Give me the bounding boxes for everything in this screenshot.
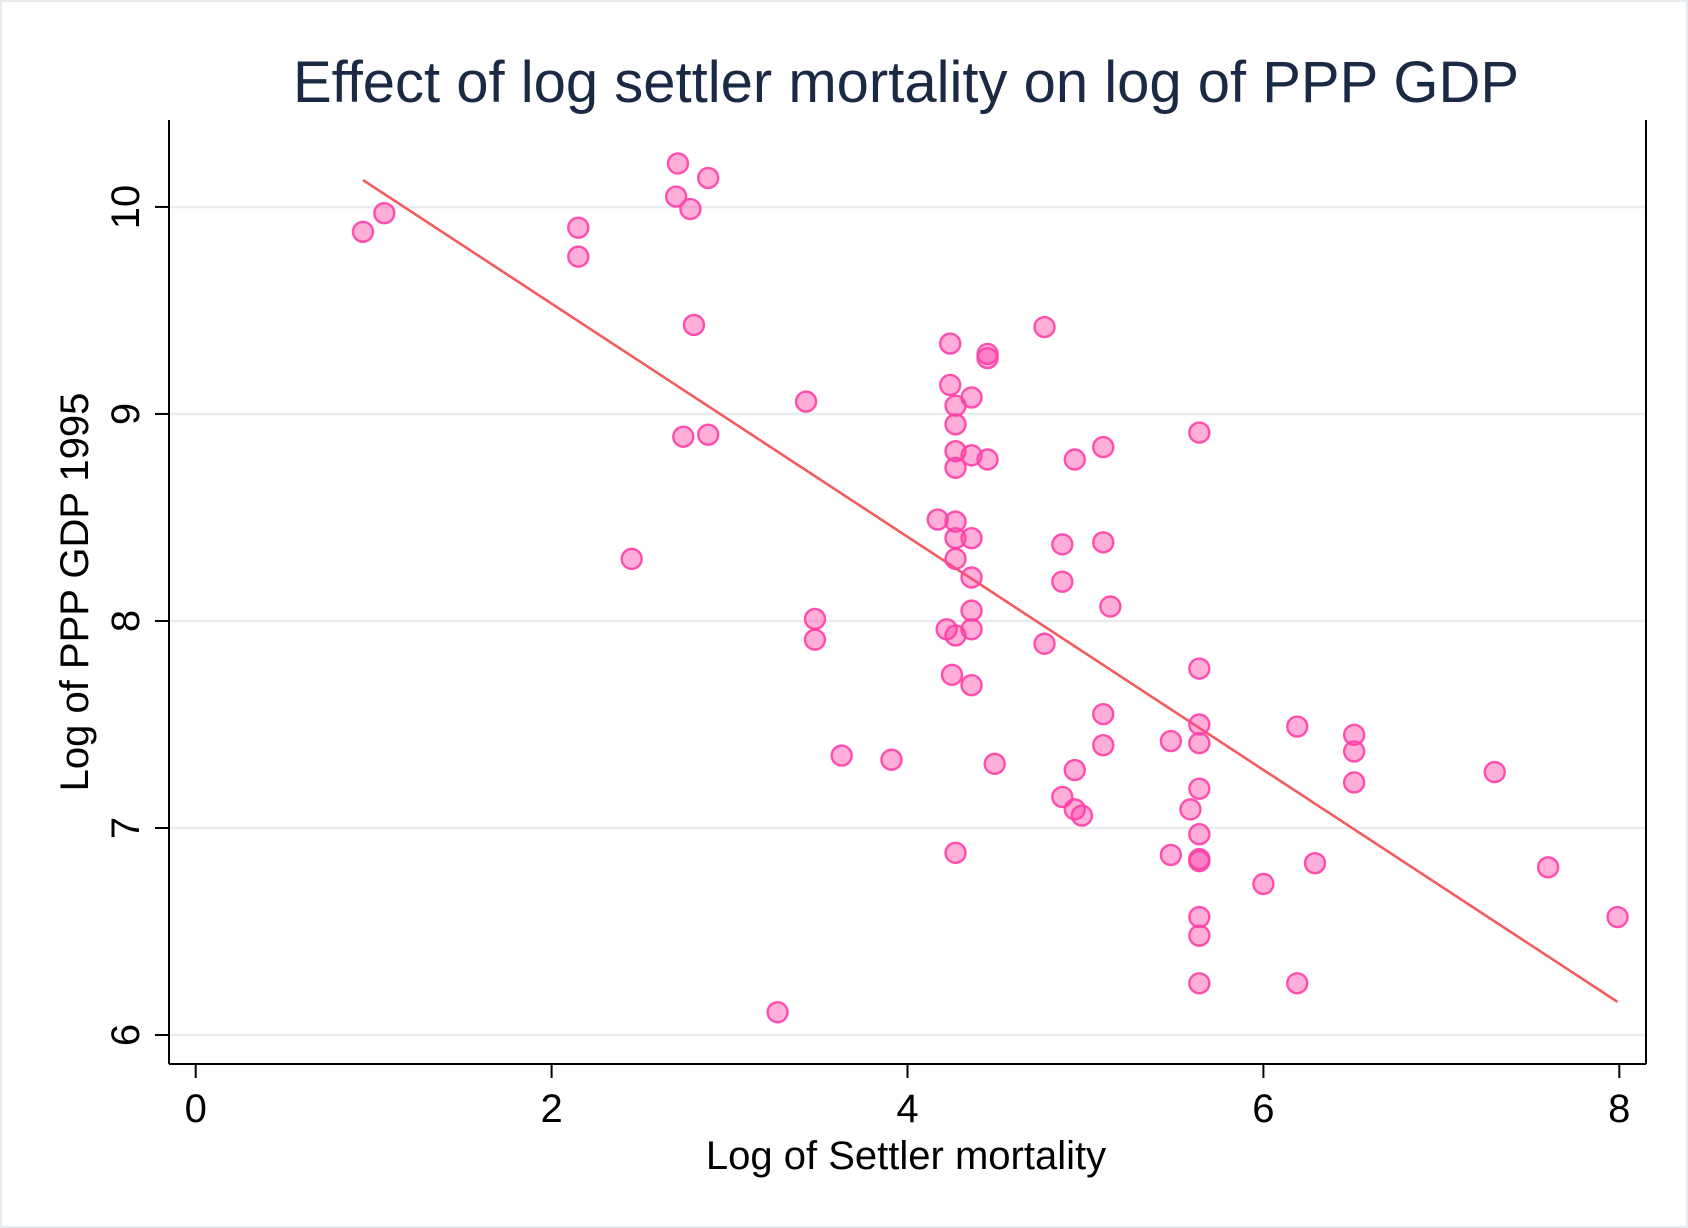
axes — [168, 120, 1647, 1065]
y-ticks: 6 7 8 9 10 — [104, 185, 169, 1046]
x-tick-label: 8 — [1608, 1087, 1630, 1131]
data-point — [1188, 713, 1211, 736]
data-point — [939, 332, 962, 355]
data-point — [1063, 448, 1086, 471]
data-point — [1159, 729, 1183, 753]
x-tick-label: 2 — [540, 1087, 562, 1131]
data-point — [567, 245, 590, 268]
y-tick-label: 10 — [104, 185, 148, 230]
x-tick-label: 4 — [896, 1087, 918, 1131]
data-point — [960, 599, 983, 622]
data-point — [1051, 570, 1074, 593]
data-point — [766, 1001, 789, 1024]
data-point — [1070, 804, 1094, 827]
y-tick-label: 6 — [104, 1024, 148, 1046]
data-point — [960, 386, 983, 409]
data-point — [1286, 715, 1309, 738]
data-point — [1286, 972, 1309, 995]
data-point — [1179, 798, 1202, 821]
data-point — [1342, 740, 1366, 763]
data-point — [803, 628, 827, 651]
data-point — [1483, 760, 1506, 784]
data-point — [944, 510, 967, 533]
data-point — [567, 216, 590, 239]
data-point — [1159, 843, 1183, 867]
data-point — [944, 456, 967, 479]
data-point — [1188, 924, 1211, 947]
data-point — [1188, 972, 1211, 995]
y-axis-label: Log of PPP GDP 1995 — [53, 393, 97, 792]
data-point — [944, 841, 967, 865]
y-tick-label: 7 — [104, 817, 148, 839]
data-point — [803, 607, 827, 631]
data-point — [794, 390, 818, 413]
data-point — [1092, 702, 1115, 726]
data-point — [1606, 905, 1629, 929]
chart-title: Effect of log settler mortality on log o… — [293, 50, 1519, 115]
data-point — [373, 201, 396, 225]
data-point — [672, 425, 695, 448]
data-point — [944, 547, 967, 571]
data-point — [1188, 731, 1211, 755]
fit-line-layer — [362, 178, 1619, 1003]
data-point — [940, 663, 964, 687]
data-point — [620, 547, 643, 571]
data-point — [1188, 823, 1211, 846]
data-point — [1099, 595, 1122, 618]
x-ticks: 0 2 4 6 8 — [185, 1064, 1630, 1131]
data-point — [960, 526, 983, 550]
data-point — [1063, 758, 1086, 782]
data-point — [1342, 771, 1366, 794]
data-point — [679, 197, 702, 221]
data-point — [983, 752, 1006, 776]
data-point — [976, 448, 999, 471]
data-point — [960, 618, 983, 641]
data-point — [1092, 435, 1115, 459]
data-point — [1051, 533, 1074, 556]
data-point — [1303, 851, 1327, 875]
data-point — [351, 220, 375, 243]
x-tick-label: 6 — [1252, 1087, 1274, 1131]
data-point — [960, 566, 983, 589]
data-point — [939, 373, 962, 397]
data-point — [696, 166, 720, 190]
data-point — [1188, 421, 1211, 444]
x-tick-label: 0 — [185, 1087, 207, 1131]
data-point — [960, 673, 983, 697]
data-point — [926, 508, 949, 531]
points-layer — [351, 152, 1629, 1024]
data-point — [880, 748, 903, 771]
fitted-regression-line — [362, 178, 1619, 1003]
data-point — [1536, 856, 1560, 879]
data-point — [1188, 777, 1211, 800]
data-point — [1342, 723, 1366, 747]
data-point — [944, 413, 967, 436]
data-point — [696, 423, 720, 446]
data-point — [682, 313, 706, 337]
data-point — [1092, 531, 1115, 554]
y-tick-label: 9 — [104, 403, 148, 425]
data-point — [1252, 872, 1275, 896]
data-point — [1033, 632, 1056, 655]
gridlines — [170, 205, 1646, 1037]
data-point — [1188, 849, 1211, 873]
data-point — [1188, 905, 1211, 929]
data-point — [1092, 733, 1115, 757]
y-tick-label: 8 — [104, 610, 148, 632]
data-point — [830, 744, 853, 767]
data-point — [664, 185, 688, 208]
data-point — [666, 152, 690, 175]
data-point — [1033, 315, 1056, 339]
x-axis-label: Log of Settler mortality — [706, 1134, 1106, 1178]
data-point — [976, 346, 999, 370]
data-point — [1188, 657, 1211, 680]
